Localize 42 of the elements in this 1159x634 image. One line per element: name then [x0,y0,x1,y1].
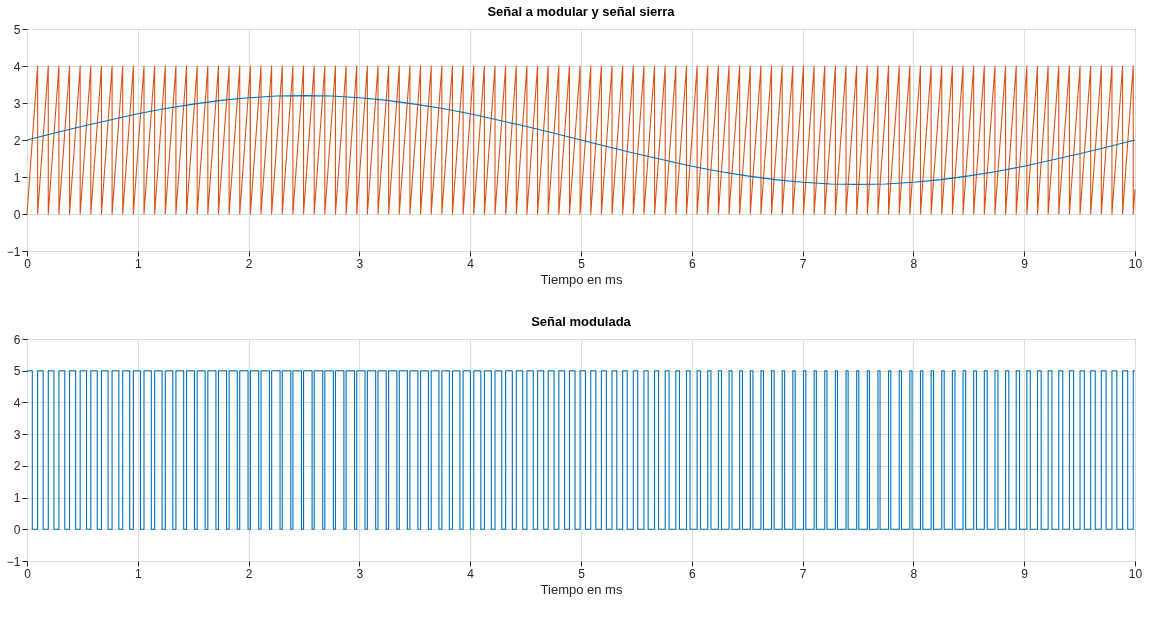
y-tick-label: 3 [13,427,21,442]
x-tick-label: 7 [799,566,807,581]
x-tick-label: 2 [245,566,253,581]
chart-title: Señal a modular y señal sierra [487,4,676,19]
y-tick-label: 2 [13,459,21,474]
y-tick-label: −1 [6,244,21,259]
x-tick-label: 0 [24,566,32,581]
y-tick-label: 4 [13,59,21,74]
line-series [26,95,1136,185]
x-tick-label: 1 [134,566,142,581]
y-tick-label: 6 [13,332,21,347]
y-tick-label: 1 [13,170,21,185]
x-tick-label: 4 [467,566,475,581]
x-tick-label: 6 [688,566,696,581]
y-tick-label: 0 [13,207,21,222]
x-tick-label: 5 [578,256,586,271]
x-tick-label: 4 [467,256,475,271]
x-tick-label: 0 [24,256,32,271]
chart-title: Señal modulada [531,314,632,329]
x-tick-label: 1 [134,256,142,271]
y-tick-label: 3 [13,96,21,111]
x-tick-label: 3 [356,256,364,271]
x-tick-label: 8 [910,256,918,271]
x-axis-title: Tiempo en ms [540,581,623,597]
y-tick-label: 2 [13,133,21,148]
x-tick-label: 6 [688,256,696,271]
x-tick-label: 10 [1128,566,1143,581]
y-tick-label: 4 [13,395,21,410]
x-tick-label: 3 [356,566,364,581]
x-tick-label: 10 [1128,256,1143,271]
x-tick-label: 2 [245,256,253,271]
x-tick-label: 9 [1021,256,1029,271]
y-tick-label: 5 [13,22,21,37]
x-tick-label: 9 [1021,566,1029,581]
x-tick-label: 8 [910,566,918,581]
x-axis-title: Tiempo en ms [540,271,623,287]
y-tick-label: 5 [13,364,21,379]
x-tick-label: 5 [578,566,586,581]
y-tick-label: 0 [13,522,21,537]
x-tick-label: 7 [799,256,807,271]
y-tick-label: −1 [6,554,21,569]
y-tick-label: 1 [13,491,21,506]
